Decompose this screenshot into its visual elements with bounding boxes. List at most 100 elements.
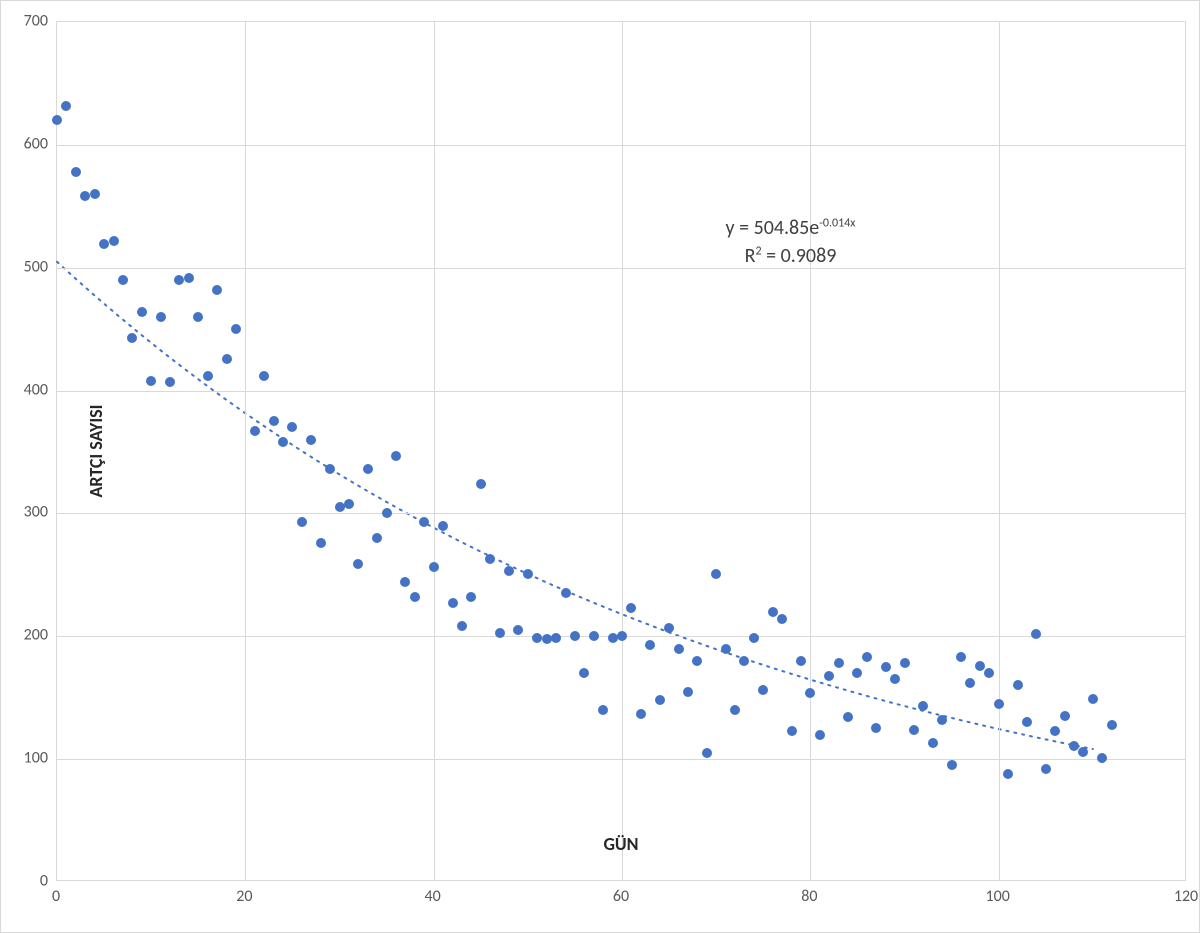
data-point: [787, 726, 797, 736]
data-point: [278, 437, 288, 447]
x-tick-label: 0: [52, 887, 60, 906]
data-point: [579, 668, 589, 678]
data-point: [937, 715, 947, 725]
data-point: [137, 307, 147, 317]
data-point: [363, 464, 373, 474]
data-point: [466, 592, 476, 602]
x-axis-title: GÜN: [603, 833, 638, 855]
data-point: [71, 167, 81, 177]
gridline-horizontal: [57, 145, 1185, 146]
data-point: [965, 678, 975, 688]
data-point: [118, 275, 128, 285]
data-point: [523, 569, 533, 579]
x-tick-label: 100: [985, 887, 1009, 906]
data-point: [1022, 717, 1032, 727]
equation-r2: R2 = 0.9089: [726, 242, 856, 270]
data-point: [692, 656, 702, 666]
data-point: [1013, 680, 1023, 690]
data-point: [504, 566, 514, 576]
data-point: [316, 538, 326, 548]
y-tick-label: 300: [24, 503, 48, 522]
data-point: [353, 559, 363, 569]
data-point: [984, 668, 994, 678]
data-point: [193, 312, 203, 322]
gridline-vertical: [810, 22, 811, 880]
data-point: [325, 464, 335, 474]
data-point: [495, 628, 505, 638]
gridline-horizontal: [57, 759, 1185, 760]
x-tick-label: 80: [801, 887, 817, 906]
x-tick-label: 40: [425, 887, 441, 906]
x-tick-label: 60: [613, 887, 629, 906]
y-tick-label: 200: [24, 626, 48, 645]
data-point: [1078, 747, 1088, 757]
data-point: [834, 658, 844, 668]
data-point: [805, 688, 815, 698]
equation-formula: y = 504.85e-0.014x: [726, 214, 856, 242]
data-point: [824, 671, 834, 681]
gridline-vertical: [622, 22, 623, 880]
data-point: [448, 598, 458, 608]
data-point: [1107, 720, 1117, 730]
data-point: [127, 333, 137, 343]
data-point: [429, 562, 439, 572]
data-point: [721, 644, 731, 654]
data-point: [287, 422, 297, 432]
data-point: [90, 189, 100, 199]
data-point: [184, 273, 194, 283]
data-point: [250, 426, 260, 436]
data-point: [570, 631, 580, 641]
data-point: [843, 712, 853, 722]
data-point: [975, 661, 985, 671]
x-tick-label: 20: [236, 887, 252, 906]
data-point: [664, 623, 674, 633]
data-point: [1060, 711, 1070, 721]
data-point: [636, 709, 646, 719]
data-point: [796, 656, 806, 666]
gridline-vertical: [999, 22, 1000, 880]
data-point: [909, 725, 919, 735]
data-point: [1041, 764, 1051, 774]
data-point: [165, 377, 175, 387]
gridline-horizontal: [57, 268, 1185, 269]
data-point: [438, 521, 448, 531]
x-tick-label: 120: [1174, 887, 1198, 906]
data-point: [674, 644, 684, 654]
data-point: [777, 614, 787, 624]
data-point: [1097, 753, 1107, 763]
data-point: [146, 376, 156, 386]
data-point: [683, 687, 693, 697]
gridline-vertical: [245, 22, 246, 880]
data-point: [269, 416, 279, 426]
data-point: [1069, 741, 1079, 751]
data-point: [608, 633, 618, 643]
data-point: [758, 685, 768, 695]
data-point: [410, 592, 420, 602]
y-tick-label: 0: [40, 872, 48, 891]
data-point: [400, 577, 410, 587]
data-point: [815, 730, 825, 740]
y-tick-label: 700: [24, 12, 48, 31]
data-point: [1088, 694, 1098, 704]
gridline-horizontal: [57, 513, 1185, 514]
data-point: [297, 517, 307, 527]
plot-area: [56, 21, 1186, 881]
y-tick-label: 600: [24, 134, 48, 153]
data-point: [956, 652, 966, 662]
data-point: [382, 508, 392, 518]
data-point: [862, 652, 872, 662]
data-point: [749, 633, 759, 643]
data-point: [739, 656, 749, 666]
data-point: [551, 633, 561, 643]
data-point: [1050, 726, 1060, 736]
data-point: [900, 658, 910, 668]
y-axis-title: ARTÇI SAYISI: [85, 405, 107, 498]
y-tick-label: 100: [24, 749, 48, 768]
data-point: [1003, 769, 1013, 779]
data-point: [561, 588, 571, 598]
data-point: [306, 435, 316, 445]
chart-container: y = 504.85e-0.014x R2 = 0.9089 GÜN ARTÇI…: [0, 0, 1200, 933]
y-tick-label: 400: [24, 380, 48, 399]
data-point: [852, 668, 862, 678]
data-point: [702, 748, 712, 758]
